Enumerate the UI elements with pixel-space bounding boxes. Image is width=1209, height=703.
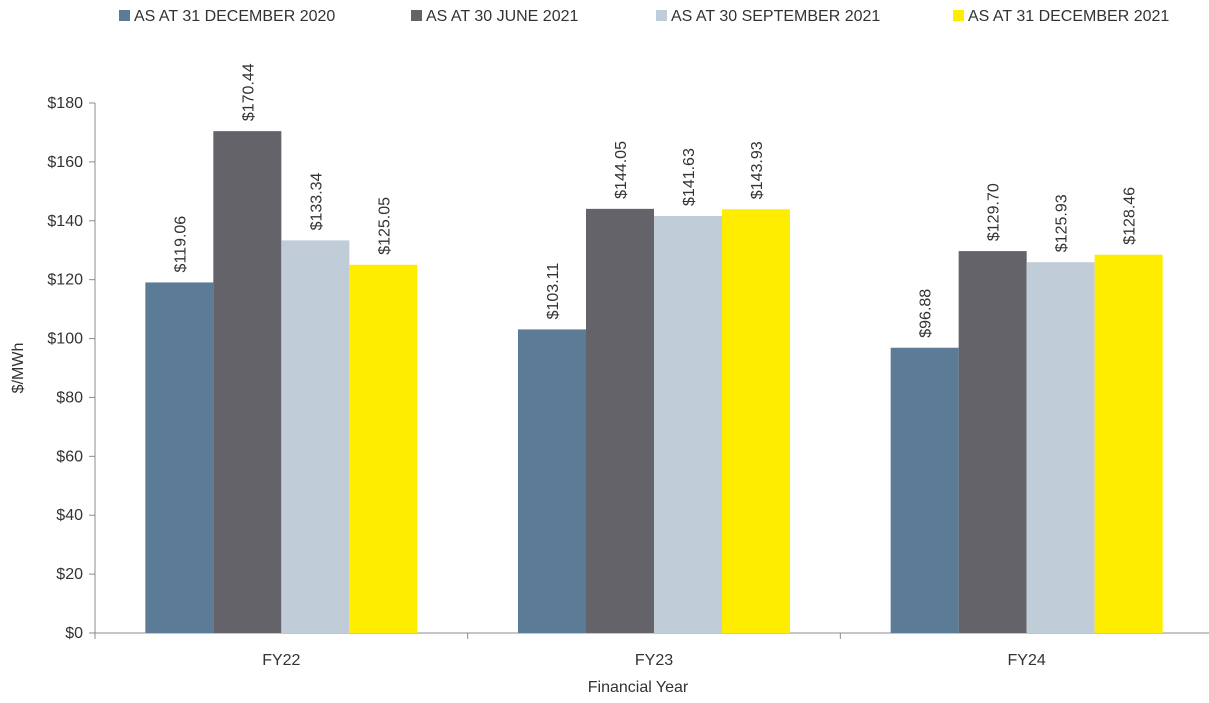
- x-tick-label: FY24: [1008, 652, 1046, 669]
- data-label: $125.93: [1054, 194, 1071, 252]
- legend-label: AS AT 31 DECEMBER 2021: [968, 8, 1169, 25]
- legend-label: AS AT 30 JUNE 2021: [426, 8, 578, 25]
- legend-swatch: [656, 10, 667, 21]
- legend-label: AS AT 30 SEPTEMBER 2021: [671, 8, 880, 25]
- y-tick-label: $180: [47, 95, 83, 112]
- bar: [586, 208, 654, 633]
- legend-swatch: [119, 10, 130, 21]
- y-tick-label: $80: [56, 389, 83, 406]
- data-label: $128.46: [1122, 187, 1139, 245]
- bar: [722, 209, 790, 633]
- bar: [654, 215, 722, 633]
- bar: [145, 282, 214, 633]
- data-label: $125.05: [376, 197, 393, 255]
- x-tick-label: FY23: [635, 652, 673, 669]
- data-label: $141.63: [681, 148, 698, 206]
- legend-swatch: [411, 10, 422, 21]
- bar: [213, 131, 282, 633]
- bar: [1094, 254, 1163, 634]
- bar: [958, 251, 1027, 633]
- legend-label: AS AT 31 DECEMBER 2020: [134, 8, 335, 25]
- bar: [890, 347, 959, 633]
- y-tick-label: $120: [47, 272, 83, 289]
- x-axis: FY22 FY23 FY24: [94, 632, 1209, 669]
- legend-item: AS AT 30 SEPTEMBER 2021: [656, 8, 880, 25]
- data-label: $143.93: [749, 141, 766, 199]
- data-labels: $119.06 $170.44 $133.34 $125.05 $103.11 $144.…: [172, 63, 1138, 338]
- y-tick-label: $0: [65, 625, 83, 642]
- legend-item: AS AT 30 JUNE 2021: [411, 8, 578, 25]
- y-tick-label: $20: [56, 566, 83, 583]
- legend: AS AT 31 DECEMBER 2020 AS AT 30 JUNE 2021…: [119, 8, 1169, 25]
- y-tick-label: $160: [47, 154, 83, 171]
- data-label: $129.70: [986, 183, 1003, 241]
- y-tick-label: $60: [56, 448, 83, 465]
- legend-swatch: [953, 10, 964, 21]
- y-axis-title: $/MWh: [10, 343, 27, 394]
- x-tick-label: FY22: [262, 652, 300, 669]
- y-tick-label: $100: [47, 331, 83, 348]
- bar: [1026, 262, 1095, 633]
- data-label: $96.88: [918, 289, 935, 338]
- bar: [518, 329, 586, 633]
- data-label: $170.44: [240, 63, 257, 121]
- data-label: $119.06: [172, 216, 189, 273]
- data-label: $103.11: [545, 263, 562, 320]
- data-label: $133.34: [308, 172, 325, 230]
- y-tick-label: $40: [56, 507, 83, 524]
- legend-item: AS AT 31 DECEMBER 2020: [119, 8, 335, 25]
- data-label: $144.05: [613, 141, 630, 199]
- bar: [349, 264, 418, 633]
- y-tick-label: $140: [47, 213, 83, 230]
- bars: [145, 131, 1163, 634]
- y-axis: $0 $20 $40 $60 $80 $100 $120 $140 $160 $180: [47, 95, 96, 642]
- bar: [281, 240, 350, 634]
- x-axis-title: Financial Year: [588, 679, 689, 696]
- legend-item: AS AT 31 DECEMBER 2021: [953, 8, 1169, 25]
